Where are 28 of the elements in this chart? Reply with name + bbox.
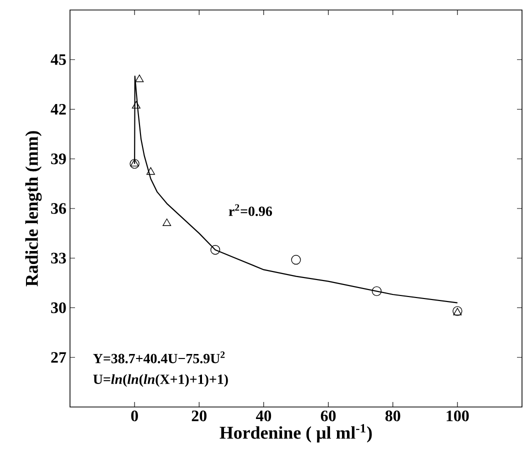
- y-tick-label: 36: [51, 203, 66, 214]
- x-tick-label: 60: [320, 410, 336, 422]
- y-tick-label: 45: [50, 54, 66, 65]
- annotation: r$^{2}$=0.96: [228, 204, 272, 216]
- annotation: U=ln(ln(ln(X+1)+1)+1): [93, 374, 228, 387]
- x-tick-label: 80: [385, 410, 400, 422]
- y-tick-label: 42: [50, 104, 66, 115]
- point: [135, 74, 144, 82]
- x-tick-label: 100: [446, 410, 469, 422]
- point: [210, 245, 220, 255]
- point: [146, 167, 155, 175]
- point: [132, 101, 140, 109]
- annotation: Y=38.7+40.4U−75.9U$^{2}$: [93, 351, 225, 364]
- point: [162, 218, 172, 226]
- x-axis-title: Hordenine ( μl ml$^{-1}$): [220, 424, 372, 442]
- y-tick-label: 39: [51, 154, 66, 164]
- y-axis-title: Radicle length (mm): [25, 131, 42, 286]
- y-tick-label: 27: [51, 352, 66, 363]
- x-tick-label: 20: [192, 410, 207, 422]
- x-tick-label: 40: [256, 410, 272, 422]
- y-tick-label: 30: [51, 302, 66, 314]
- line-series: [134, 76, 458, 304]
- point: [130, 158, 140, 169]
- point: [372, 286, 382, 296]
- point: [130, 158, 139, 166]
- x-tick-label: 0: [131, 410, 138, 422]
- y-tick-label: 33: [51, 252, 66, 264]
- point: [291, 254, 301, 265]
